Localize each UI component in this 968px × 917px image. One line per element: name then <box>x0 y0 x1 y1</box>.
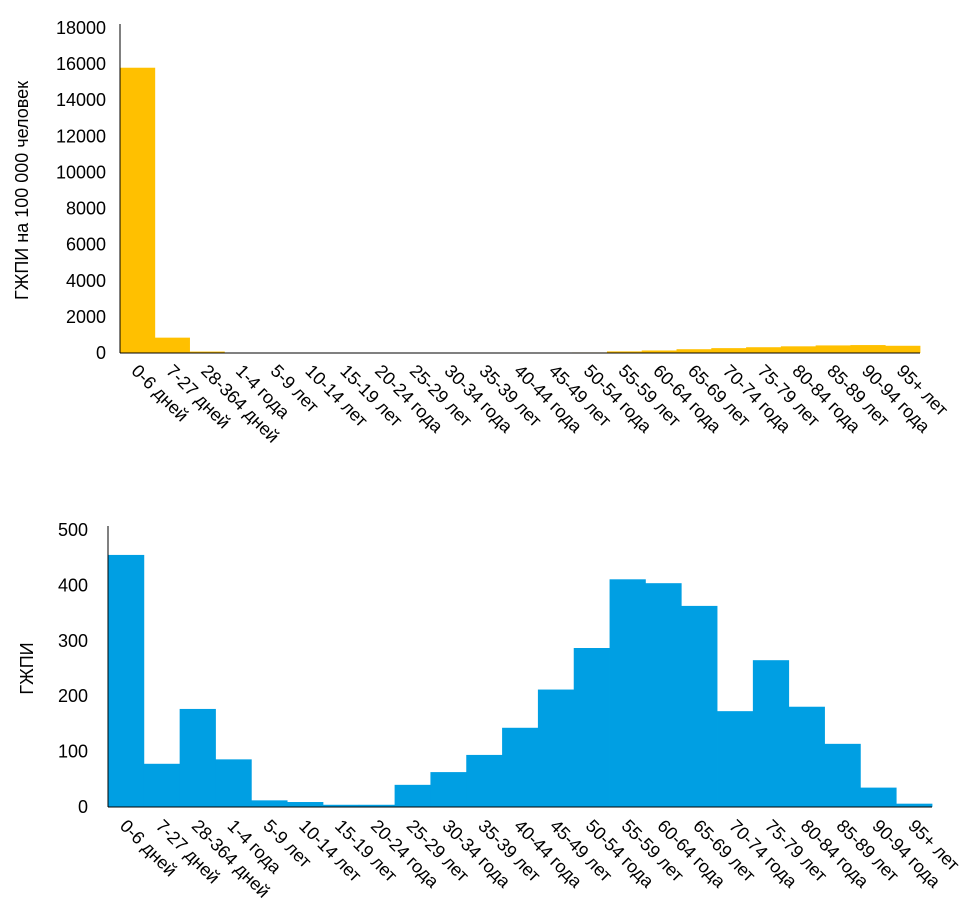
bar-13 <box>538 690 574 807</box>
bar-23 <box>885 346 920 353</box>
bar-1 <box>108 555 144 807</box>
y-tick-label: 8000 <box>66 199 106 219</box>
bar-20 <box>789 707 825 807</box>
y-tick-label: 100 <box>58 742 88 762</box>
bar-2 <box>144 764 180 807</box>
bar-20 <box>781 346 816 353</box>
bar-9 <box>395 785 431 807</box>
y-tick-label: 10000 <box>56 162 106 182</box>
bar-12 <box>502 728 538 807</box>
y-tick-label: 300 <box>58 631 88 651</box>
bar-17 <box>677 349 712 353</box>
bar-4 <box>215 759 251 807</box>
y-tick-label: 16000 <box>56 54 106 74</box>
y-tick-label: 4000 <box>66 271 106 291</box>
bar-15 <box>610 579 646 807</box>
bar-21 <box>816 345 851 353</box>
bar-17 <box>681 606 717 807</box>
bar-2 <box>155 338 190 353</box>
y-tick-label: 0 <box>78 797 88 817</box>
bar-6 <box>287 802 323 807</box>
y-tick-label: 6000 <box>66 235 106 255</box>
bar-10 <box>430 772 466 807</box>
bar-21 <box>825 744 861 807</box>
bar-22 <box>860 788 896 807</box>
bar-16 <box>645 583 681 807</box>
y-tick-label: 0 <box>96 343 106 363</box>
y-tick-label: 18000 <box>56 18 106 38</box>
y-tick-label: 14000 <box>56 90 106 110</box>
bar-3 <box>180 709 216 807</box>
chart-1: 0 2000 4000 6000 8000 10000 12000 14000 16000 180… <box>12 18 952 447</box>
bar-19 <box>746 347 781 353</box>
bar-14 <box>574 648 610 807</box>
bar-18 <box>717 711 753 807</box>
y-tick-label: 200 <box>58 686 88 706</box>
bar-18 <box>711 348 746 353</box>
y-tick-label: 500 <box>58 520 88 540</box>
bar-22 <box>850 345 885 353</box>
y-tick-label: 12000 <box>56 126 106 146</box>
y-tick-label: 2000 <box>66 307 106 327</box>
bar-5 <box>251 800 287 807</box>
y-tick-label: 400 <box>58 575 88 595</box>
bar-1 <box>120 68 155 353</box>
bar-11 <box>466 755 502 807</box>
y-axis-label: ГЖПИ <box>17 642 37 694</box>
bar-19 <box>753 660 789 807</box>
y-axis-label: ГЖПИ на 100 000 человек <box>12 81 32 300</box>
